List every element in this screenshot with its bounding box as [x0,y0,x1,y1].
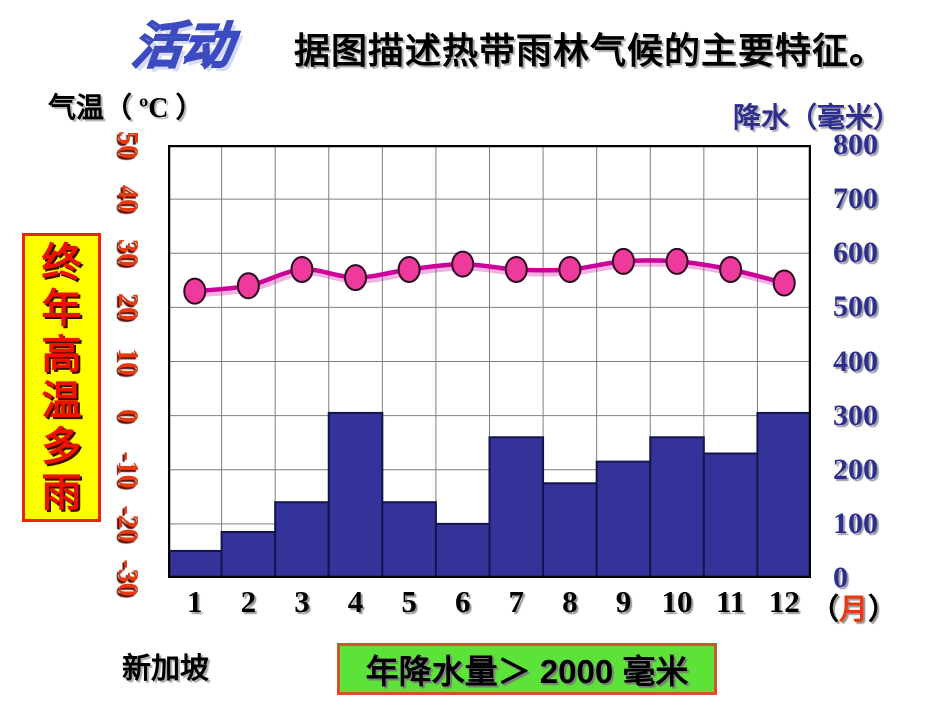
month-tick-label: 7 [508,584,525,619]
month-tick-label: 9 [615,584,632,619]
temp-tick-label: -20 [112,505,143,543]
temp-tick-label: 30 [112,239,143,268]
precip-tick-label: 500 [833,290,878,324]
precip-axis-title: 降水（毫米） [733,102,902,133]
month-unit-open-paren: （ [810,594,840,626]
activity-logo: 活动 [129,17,237,75]
precip-tick-label: 300 [833,398,878,432]
temp-axis-title: 气温（ ºC ） [48,93,204,124]
precip-tick-label: 600 [833,236,878,270]
precip-tick-label: 700 [833,182,878,216]
summary-char: 高 [41,332,82,377]
month-tick-label: 5 [401,584,417,619]
summary-char: 多 [41,424,82,469]
month-unit-label: （月） [810,586,897,628]
temp-tick-label: 50 [112,131,143,159]
temp-tick-label: -30 [112,559,143,597]
month-tick-label: 10 [661,584,693,619]
station-name: 新加坡 [122,653,210,685]
temp-tick-label: 10 [112,347,143,376]
precip-tick-label: 0 [833,561,848,594]
month-tick-label: 4 [347,584,364,619]
precip-tick-label: 800 [833,128,878,161]
month-unit-char: 月 [839,594,869,626]
precip-tick-label: 400 [833,344,878,378]
month-tick-label: 6 [454,584,471,619]
summary-char: 终 [41,240,82,285]
month-tick-label: 11 [715,584,746,619]
month-tick-label: 2 [240,584,257,619]
month-tick-label: 3 [294,584,310,619]
annual-precip-callout: 年降水量＞ 2000 毫米 [337,643,717,695]
temp-tick-label: 40 [112,185,143,214]
summary-char: 年 [41,286,82,331]
temp-tick-label: 20 [112,293,143,322]
page-title: 据图描述热带雨林气候的主要特征。 [294,31,887,71]
month-unit-close-paren: ） [868,594,898,626]
month-tick-label: 1 [187,584,203,619]
month-tick-label: 12 [768,584,800,619]
summary-char: 雨 [41,470,82,515]
climate-chart [168,145,811,578]
precip-tick-label: 100 [833,506,878,540]
precip-tick-label: 200 [833,452,878,486]
summary-char: 温 [41,378,82,423]
climate-summary-box: 终年高温多雨 [22,233,101,522]
month-tick-label: 8 [562,584,578,619]
temp-tick-label: 0 [112,408,143,423]
temp-tick-label: -10 [112,451,143,489]
